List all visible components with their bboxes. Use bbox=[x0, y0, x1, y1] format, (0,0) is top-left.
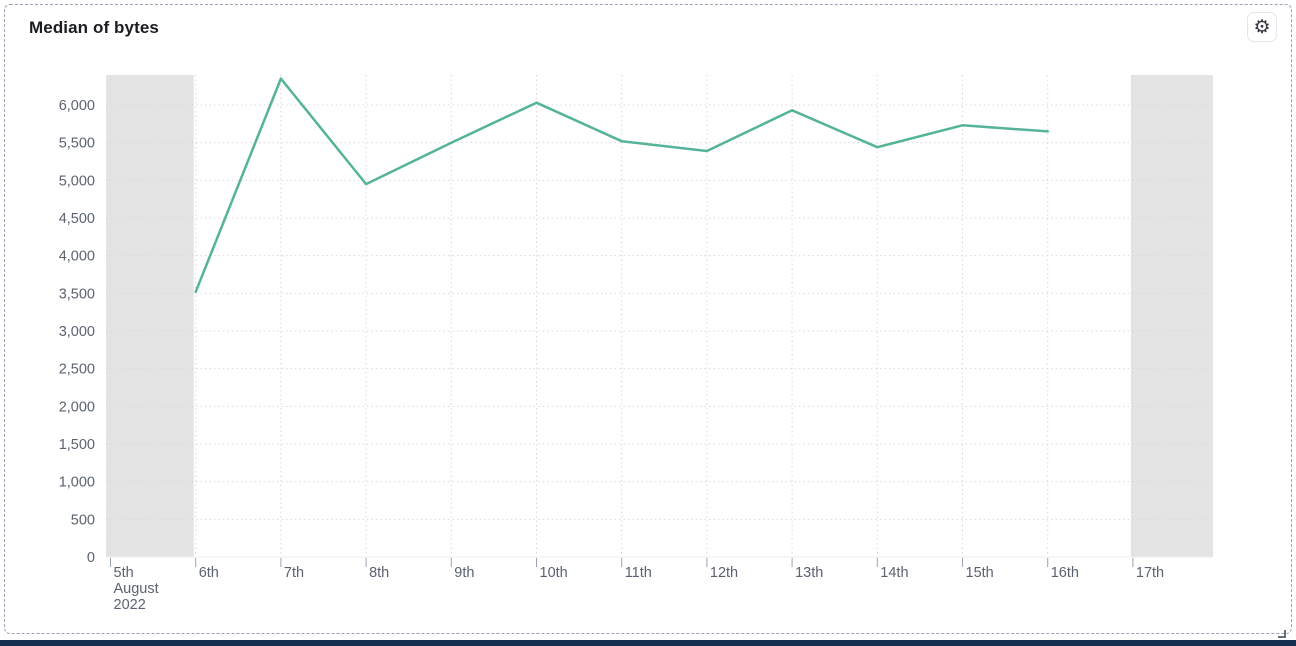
x-axis-label: 11th bbox=[625, 565, 652, 581]
x-axis-label: August bbox=[114, 581, 159, 597]
partial-data-band-right bbox=[1130, 75, 1213, 557]
y-axis-label: 5,000 bbox=[59, 173, 95, 189]
x-axis-label: 5th bbox=[114, 565, 134, 581]
x-axis-label: 6th bbox=[199, 565, 219, 581]
x-axis-label: 13th bbox=[795, 565, 823, 581]
gear-icon: ⚙ bbox=[1253, 16, 1271, 38]
x-axis-label: 10th bbox=[540, 565, 568, 581]
x-axis-label: 9th bbox=[454, 565, 474, 581]
visualization-panel: Median of bytes ⚙ bbox=[4, 4, 1292, 634]
y-axis-label: 0 bbox=[87, 550, 95, 566]
y-axis-label: 5,500 bbox=[59, 136, 95, 152]
y-axis-label: 3,000 bbox=[59, 324, 95, 340]
partial-data-band-left bbox=[106, 75, 194, 557]
y-axis-label: 3,500 bbox=[59, 286, 95, 302]
y-axis-label: 1,000 bbox=[59, 475, 95, 491]
y-axis-label: 2,500 bbox=[59, 362, 95, 378]
x-axis-label: 2022 bbox=[114, 597, 146, 613]
series-line-median-of-bytes bbox=[194, 77, 1049, 294]
y-axis-label: 4,500 bbox=[59, 211, 95, 227]
x-axis-label: 17th bbox=[1136, 565, 1164, 581]
x-axis-label: 15th bbox=[966, 565, 994, 581]
x-axis-label: 16th bbox=[1051, 565, 1079, 581]
panel-settings-button[interactable]: ⚙ bbox=[1247, 12, 1277, 42]
y-axis-label: 6,000 bbox=[59, 98, 95, 114]
y-axis-label: 2,000 bbox=[59, 399, 95, 415]
x-axis-label: 8th bbox=[369, 565, 389, 581]
y-axis-label: 4,000 bbox=[59, 249, 95, 265]
x-axis-label: 12th bbox=[710, 565, 738, 581]
x-axis-label: 14th bbox=[880, 565, 908, 581]
bottom-bar bbox=[0, 640, 1296, 646]
x-axis-label: 7th bbox=[284, 565, 304, 581]
y-axis-label: 1,500 bbox=[59, 437, 95, 453]
y-axis-label: 500 bbox=[71, 512, 95, 528]
panel-title: Median of bytes bbox=[29, 18, 159, 37]
panel-resize-handle[interactable] bbox=[1278, 630, 1286, 638]
